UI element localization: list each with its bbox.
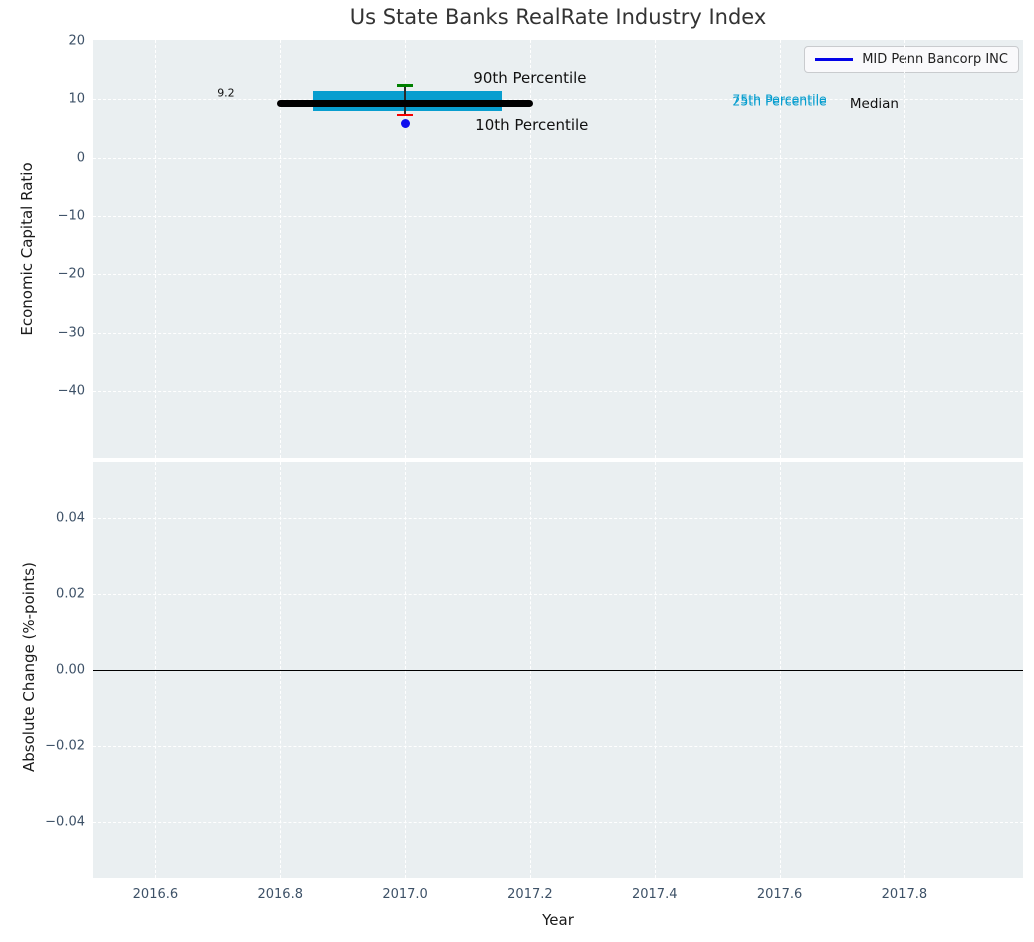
annotation: 90th Percentile bbox=[473, 69, 587, 87]
annotation: 25th Percentile bbox=[732, 93, 827, 109]
y-tick-label: −40 bbox=[57, 383, 85, 399]
y-tick-label: 0.04 bbox=[56, 510, 85, 526]
gridline-horizontal bbox=[93, 746, 1023, 748]
gridline-horizontal bbox=[93, 822, 1023, 824]
x-tick-label: 2017.2 bbox=[507, 887, 553, 902]
gridline-vertical bbox=[155, 40, 157, 458]
legend-label: MID Penn Bancorp INC bbox=[862, 52, 1008, 67]
top-axes: MID Penn Bancorp INC 9.2 90th Percentile 1… bbox=[93, 40, 1023, 458]
legend: MID Penn Bancorp INC bbox=[804, 46, 1019, 73]
x-tick-label: 2017.0 bbox=[382, 887, 428, 902]
gridline-horizontal bbox=[93, 99, 1023, 101]
annotation: Median bbox=[849, 95, 899, 112]
y-axis-label-top: Economic Capital Ratio bbox=[18, 162, 36, 336]
gridline-vertical bbox=[779, 40, 781, 458]
p10-cap bbox=[396, 113, 414, 117]
y-tick-label: 0 bbox=[76, 150, 85, 165]
gridline-horizontal bbox=[93, 215, 1023, 217]
gridline-horizontal bbox=[93, 274, 1023, 276]
company-point bbox=[400, 119, 410, 129]
median-line bbox=[277, 100, 533, 108]
gridline-vertical bbox=[280, 40, 282, 458]
bottom-axes bbox=[93, 462, 1023, 878]
y-tick-label: 10 bbox=[68, 91, 85, 107]
gridline-horizontal bbox=[93, 157, 1023, 159]
gridline-vertical bbox=[405, 40, 407, 458]
legend-line-sample bbox=[815, 58, 854, 61]
zero-line bbox=[93, 670, 1023, 671]
x-tick-label: 2017.4 bbox=[631, 887, 678, 902]
y-tick-label: −30 bbox=[57, 325, 85, 341]
gridline-vertical bbox=[904, 40, 906, 458]
annotation: 9.2 bbox=[217, 86, 235, 100]
y-tick-label: −0.02 bbox=[45, 738, 85, 754]
y-tick-label: 0.00 bbox=[56, 662, 85, 678]
gridline-horizontal bbox=[93, 517, 1023, 519]
y-tick-label: −20 bbox=[57, 266, 85, 282]
gridline-vertical bbox=[529, 40, 531, 458]
p90-cap bbox=[396, 84, 414, 87]
x-tick-label: 2016.6 bbox=[132, 887, 179, 902]
annotation: 10th Percentile bbox=[475, 115, 589, 134]
x-tick-label: 2017.8 bbox=[881, 887, 928, 902]
y-tick-label: −10 bbox=[57, 208, 85, 224]
gridline-horizontal bbox=[93, 593, 1023, 595]
gridline-horizontal bbox=[93, 332, 1023, 334]
y-tick-label: 20 bbox=[68, 33, 85, 49]
whisker-line bbox=[404, 85, 406, 115]
y-tick-label: −0.04 bbox=[45, 814, 85, 830]
gridline-horizontal bbox=[93, 391, 1023, 393]
gridline-vertical bbox=[654, 40, 656, 458]
chart-title: Us State Banks RealRate Industry Index bbox=[349, 5, 767, 29]
x-tick-label: 2017.6 bbox=[756, 887, 803, 902]
annotation: 75th Percentile bbox=[732, 91, 827, 107]
x-axis-label: Year bbox=[542, 911, 574, 929]
x-tick-label: 2016.8 bbox=[257, 887, 303, 902]
y-tick-label: 0.02 bbox=[56, 586, 85, 602]
